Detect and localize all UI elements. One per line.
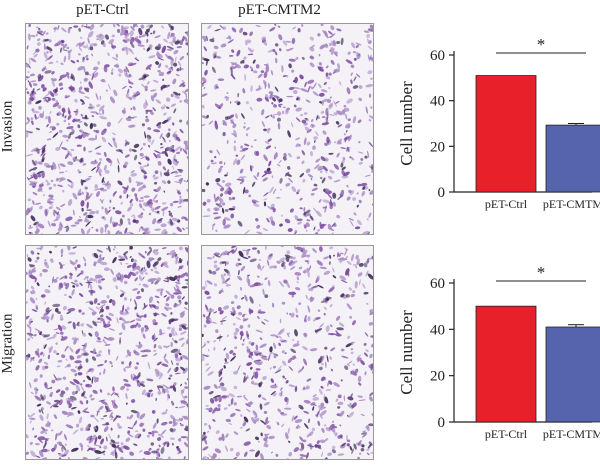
migration-ytick-label-2: 40: [430, 322, 445, 338]
bar-chart-invasion: Cell number 0 20 40 60 pET-Ctrl pET-CMTM2 *: [397, 35, 600, 211]
invasion-ytick-label-1: 20: [430, 139, 445, 155]
row-label-invasion: Invasion: [0, 100, 16, 153]
migration-xtick-label-0: pET-Ctrl: [485, 427, 528, 441]
migration-significance-star: *: [537, 263, 546, 282]
micrograph-invasion-ctrl: [25, 23, 189, 235]
micrograph-migration-ctrl: [25, 245, 189, 460]
migration-ytick-label-1: 20: [430, 369, 445, 385]
micrograph-migration-cmtm2: [201, 245, 374, 460]
invasion-ytick-label-3: 60: [430, 48, 445, 64]
invasion-bar-0: [475, 75, 537, 193]
migration-bar-0: [475, 305, 537, 423]
invasion-xtick-label-1: pET-CMTM2: [543, 197, 600, 211]
migration-ylabel: Cell number: [397, 310, 416, 395]
invasion-ylabel: Cell number: [397, 81, 416, 166]
micrograph-invasion-cmtm2: [201, 23, 374, 235]
row-label-migration: Migration: [0, 313, 16, 374]
migration-ytick-label-0: 0: [438, 415, 446, 431]
invasion-ytick-label-2: 40: [430, 94, 445, 110]
column-label-ctrl: pET-Ctrl: [76, 2, 129, 18]
invasion-bar-1: [545, 124, 600, 193]
bar-chart-migration: Cell number 0 20 40 60 pET-Ctrl pET-CMTM2 *: [397, 263, 600, 441]
invasion-xtick-label-0: pET-Ctrl: [485, 197, 528, 211]
migration-ytick-label-3: 60: [430, 276, 445, 292]
invasion-significance-star: *: [537, 35, 546, 54]
migration-xtick-label-1: pET-CMTM2: [543, 427, 600, 441]
column-label-cmtm2: pET-CMTM2: [238, 2, 321, 18]
invasion-ytick-label-0: 0: [438, 185, 446, 201]
migration-bar-1: [545, 326, 600, 423]
